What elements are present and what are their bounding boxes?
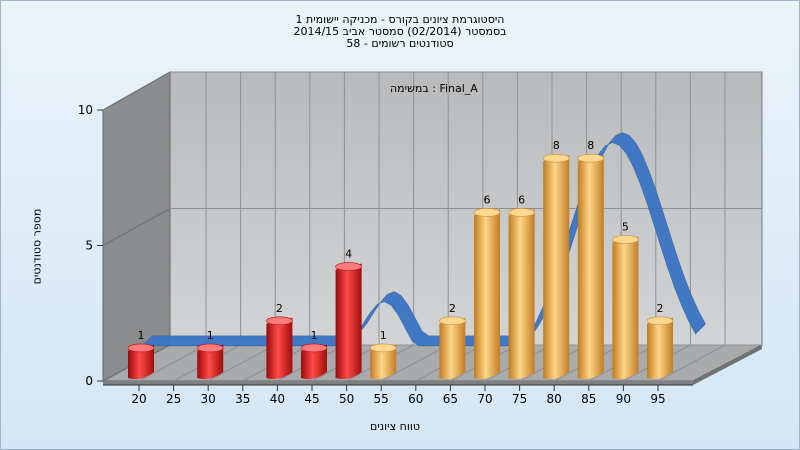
bar-value-label: 8 xyxy=(553,139,560,152)
x-tick-label: 95 xyxy=(650,392,665,406)
x-tick-label: 80 xyxy=(547,392,562,406)
gridline-floor xyxy=(657,344,726,382)
bar xyxy=(612,235,639,380)
bar-cap xyxy=(508,208,535,217)
floor-edge-right xyxy=(693,345,762,385)
bar-value-label: 1 xyxy=(207,329,214,342)
bar-body xyxy=(647,317,673,380)
bar xyxy=(542,153,570,380)
bar-body xyxy=(301,344,327,380)
bar-body xyxy=(335,263,362,380)
chart-title-line-1: היסטוגרמת ציונים בקורס - מכניקה יישומית … xyxy=(295,13,505,26)
bar-value-label: 2 xyxy=(657,302,664,315)
bar-cap xyxy=(612,235,639,244)
x-tick-label: 85 xyxy=(581,392,596,406)
bar-value-label: 1 xyxy=(138,329,145,342)
bar-cap xyxy=(335,262,362,271)
x-tick-label: 30 xyxy=(201,392,216,406)
bar xyxy=(473,208,501,380)
bar xyxy=(266,316,293,380)
x-tick-label: 75 xyxy=(512,392,527,406)
y-tick-label: 0 xyxy=(85,374,93,388)
bar xyxy=(196,343,224,380)
bar-body xyxy=(474,209,500,380)
x-tick-label: 20 xyxy=(131,392,146,406)
x-tick-label: 45 xyxy=(304,392,319,406)
x-tick-label: 50 xyxy=(339,392,354,406)
y-tick-label: 10 xyxy=(78,103,93,117)
bar-body xyxy=(128,344,154,380)
floor-edge xyxy=(103,381,693,385)
gridline-side xyxy=(102,208,171,246)
x-tick-label: 70 xyxy=(477,392,492,406)
bar xyxy=(439,316,466,380)
x-tick-label: 90 xyxy=(616,392,631,406)
gridline-side xyxy=(102,71,171,111)
bar-body xyxy=(577,155,604,380)
bar-value-label: 4 xyxy=(345,248,352,261)
gridline-floor xyxy=(207,344,276,382)
bar-value-label: 2 xyxy=(449,302,456,315)
bar-cap xyxy=(473,208,501,217)
bar-cap xyxy=(542,153,570,163)
y-axis-title: מספר סטודנטים xyxy=(30,208,44,285)
bar-value-label: 6 xyxy=(484,193,491,206)
bar-value-label: 6 xyxy=(518,193,525,206)
bar-value-label: 1 xyxy=(380,329,387,342)
bar-cap xyxy=(127,343,155,353)
bar-cap xyxy=(369,343,397,353)
bar xyxy=(646,316,674,380)
bar-body xyxy=(543,155,570,380)
bar xyxy=(508,208,535,380)
bar-body xyxy=(612,236,639,380)
bar-cap xyxy=(196,343,224,353)
bar-cap xyxy=(577,153,605,163)
bar-value-label: 1 xyxy=(311,329,318,342)
bar xyxy=(300,343,328,380)
chart-title-line-3: סטודנטים רשומים - 58 xyxy=(346,37,454,50)
bar-body xyxy=(439,317,466,380)
assignment-label: במשימה : Final_A xyxy=(390,82,478,95)
x-tick-label: 65 xyxy=(443,392,458,406)
x-axis-title: טווח ציונים xyxy=(370,420,420,433)
gridline-floor xyxy=(380,344,449,382)
bar-body xyxy=(370,344,397,380)
bar xyxy=(577,153,605,380)
bar-body xyxy=(197,344,224,380)
bar-body xyxy=(266,317,293,380)
gridline-floor xyxy=(138,344,207,382)
bar-value-label: 8 xyxy=(587,139,594,152)
chart-title-line-2: בסמסטר (02/2014) סמסטר אביב 2014/15 xyxy=(293,25,507,38)
x-tick-label: 55 xyxy=(374,392,389,406)
bar-body xyxy=(508,209,535,380)
bar-value-label: 5 xyxy=(622,221,629,234)
x-tick-label: 35 xyxy=(235,392,250,406)
y-tick-label: 5 xyxy=(85,239,93,253)
bar-value-label: 2 xyxy=(276,302,283,315)
x-tick-label: 60 xyxy=(408,392,423,406)
bar xyxy=(335,262,362,380)
x-tick-label: 25 xyxy=(166,392,181,406)
x-tick-label: 40 xyxy=(270,392,285,406)
bar-cap xyxy=(439,316,466,326)
bar-cap xyxy=(646,316,674,326)
bar xyxy=(127,343,155,380)
bar-cap xyxy=(300,343,328,353)
bar-cap xyxy=(266,316,293,326)
bar xyxy=(369,343,397,380)
